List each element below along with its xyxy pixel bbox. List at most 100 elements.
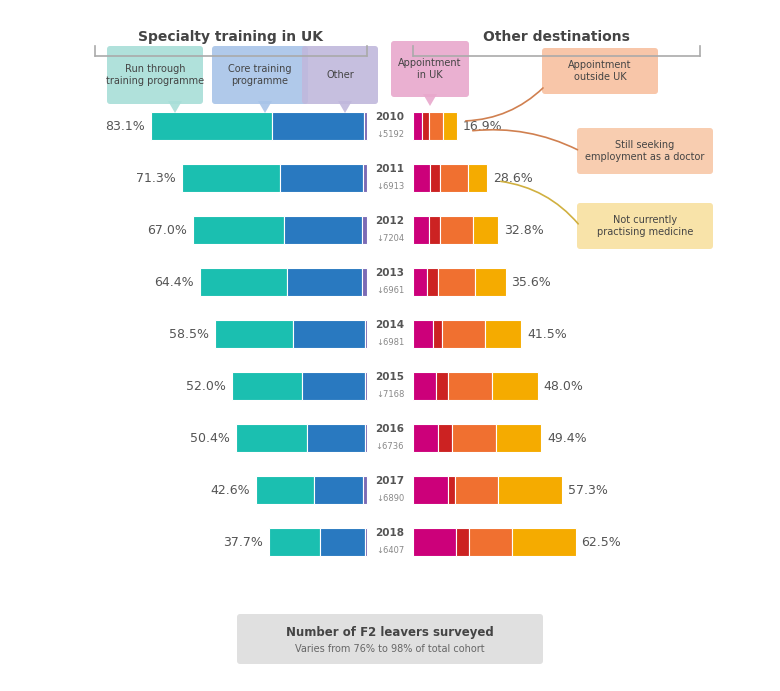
Bar: [473, 216, 498, 244]
Text: Core training
programme: Core training programme: [229, 64, 292, 86]
Bar: [269, 528, 320, 556]
Bar: [365, 424, 367, 452]
Bar: [475, 268, 505, 296]
Text: 2011: 2011: [375, 164, 405, 174]
Bar: [200, 268, 286, 296]
FancyBboxPatch shape: [542, 48, 658, 94]
Text: 2016: 2016: [375, 424, 405, 434]
Bar: [437, 372, 448, 400]
Bar: [413, 268, 427, 296]
Bar: [151, 112, 272, 140]
Bar: [433, 320, 441, 348]
FancyBboxPatch shape: [237, 614, 543, 664]
Polygon shape: [423, 94, 437, 106]
Text: Appointment
in UK: Appointment in UK: [399, 58, 462, 79]
Bar: [438, 268, 475, 296]
Bar: [307, 424, 365, 452]
Bar: [257, 476, 314, 504]
Bar: [512, 528, 576, 556]
Bar: [284, 216, 362, 244]
Bar: [484, 320, 521, 348]
Bar: [422, 112, 428, 140]
Text: 71.3%: 71.3%: [136, 171, 176, 184]
Bar: [492, 372, 537, 400]
Text: ↓7168: ↓7168: [376, 390, 404, 399]
Text: ↓6961: ↓6961: [376, 286, 404, 295]
Polygon shape: [168, 101, 182, 113]
Text: 16.9%: 16.9%: [463, 120, 502, 133]
FancyBboxPatch shape: [212, 46, 308, 104]
Text: 67.0%: 67.0%: [147, 223, 186, 236]
Bar: [413, 372, 437, 400]
Bar: [365, 320, 367, 348]
Text: Appointment
outside UK: Appointment outside UK: [569, 60, 632, 82]
Bar: [413, 164, 430, 192]
FancyBboxPatch shape: [302, 46, 378, 104]
Bar: [363, 164, 367, 192]
Text: 2015: 2015: [375, 372, 405, 382]
FancyBboxPatch shape: [577, 128, 713, 174]
Bar: [428, 216, 440, 244]
FancyBboxPatch shape: [107, 46, 203, 104]
Bar: [215, 320, 293, 348]
Bar: [302, 372, 365, 400]
Bar: [320, 528, 365, 556]
Bar: [413, 476, 448, 504]
Text: 35.6%: 35.6%: [512, 276, 551, 289]
Text: Other: Other: [326, 70, 354, 80]
Bar: [272, 112, 364, 140]
Text: 2012: 2012: [375, 216, 405, 226]
Text: 50.4%: 50.4%: [190, 431, 230, 444]
Bar: [440, 164, 467, 192]
Bar: [448, 476, 455, 504]
Text: ↓6981: ↓6981: [376, 338, 404, 347]
Bar: [286, 268, 362, 296]
Bar: [363, 476, 367, 504]
Bar: [467, 164, 488, 192]
Bar: [293, 320, 365, 348]
Text: 2013: 2013: [375, 268, 405, 278]
Text: 49.4%: 49.4%: [548, 431, 587, 444]
Text: ↓6913: ↓6913: [376, 182, 404, 191]
FancyBboxPatch shape: [577, 203, 713, 249]
Bar: [496, 424, 541, 452]
Bar: [362, 216, 367, 244]
Bar: [440, 216, 473, 244]
Text: 2018: 2018: [375, 528, 405, 538]
Bar: [193, 216, 284, 244]
Text: 52.0%: 52.0%: [186, 379, 225, 392]
Bar: [365, 372, 367, 400]
Text: 48.0%: 48.0%: [544, 379, 583, 392]
Bar: [456, 528, 469, 556]
Text: 2017: 2017: [375, 476, 405, 486]
Bar: [413, 424, 438, 452]
Bar: [365, 528, 367, 556]
Text: ↓5192: ↓5192: [376, 130, 404, 139]
Bar: [413, 112, 422, 140]
Bar: [364, 112, 367, 140]
Bar: [428, 112, 443, 140]
Polygon shape: [258, 101, 272, 113]
Text: Run through
training programme: Run through training programme: [106, 64, 204, 86]
Polygon shape: [338, 101, 352, 113]
Text: 28.6%: 28.6%: [494, 171, 533, 184]
Bar: [413, 216, 428, 244]
Bar: [498, 476, 562, 504]
Text: 37.7%: 37.7%: [223, 536, 263, 549]
Text: 41.5%: 41.5%: [527, 328, 566, 341]
Text: Number of F2 leavers surveyed: Number of F2 leavers surveyed: [286, 626, 494, 639]
Text: ↓6890: ↓6890: [376, 494, 404, 503]
Text: 58.5%: 58.5%: [169, 328, 209, 341]
Text: 2014: 2014: [375, 320, 405, 330]
Text: ↓6736: ↓6736: [376, 442, 404, 451]
Text: Still seeking
employment as a doctor: Still seeking employment as a doctor: [585, 140, 704, 162]
Text: Specialty training in UK: Specialty training in UK: [139, 30, 324, 44]
Bar: [430, 164, 440, 192]
Text: ↓7204: ↓7204: [376, 234, 404, 243]
Bar: [441, 320, 484, 348]
Bar: [413, 528, 456, 556]
Bar: [362, 268, 367, 296]
Text: 57.3%: 57.3%: [568, 484, 608, 497]
Bar: [314, 476, 363, 504]
Bar: [279, 164, 363, 192]
